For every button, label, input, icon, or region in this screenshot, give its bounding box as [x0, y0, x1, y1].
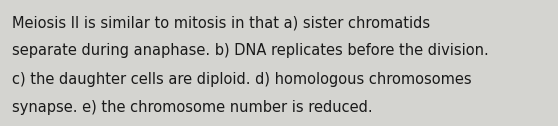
Text: c) the daughter cells are diploid. d) homologous chromosomes: c) the daughter cells are diploid. d) ho… [12, 72, 472, 87]
Text: Meiosis II is similar to mitosis in that a) sister chromatids: Meiosis II is similar to mitosis in that… [12, 15, 430, 30]
Text: separate during anaphase. b) DNA replicates before the division.: separate during anaphase. b) DNA replica… [12, 43, 489, 58]
Text: synapse. e) the chromosome number is reduced.: synapse. e) the chromosome number is red… [12, 100, 373, 115]
